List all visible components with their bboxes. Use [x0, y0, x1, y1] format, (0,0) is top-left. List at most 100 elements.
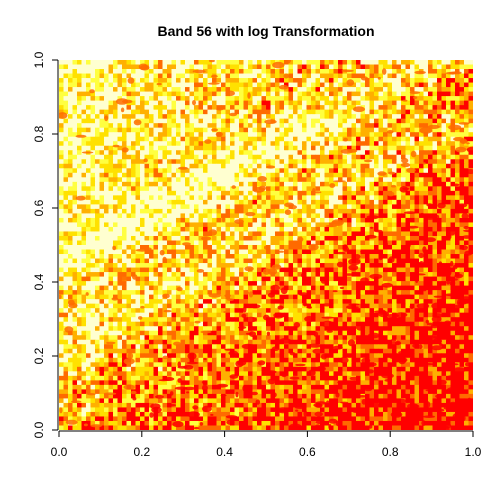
heatmap-cell — [347, 123, 352, 129]
heatmap-cell — [360, 163, 366, 169]
heatmap-cell — [167, 73, 172, 79]
heatmap-cell — [428, 87, 433, 92]
heatmap-cell — [333, 132, 339, 138]
heatmap-cell — [221, 132, 226, 138]
heatmap-cell — [311, 163, 316, 169]
heatmap-cell — [360, 222, 366, 228]
heatmap-cell — [153, 154, 159, 160]
heatmap-cell — [104, 64, 109, 70]
heatmap-cell — [77, 82, 82, 88]
heatmap-cell — [329, 132, 334, 138]
heatmap-cell — [198, 272, 204, 277]
heatmap-cell — [387, 231, 393, 237]
heatmap-cell — [162, 127, 168, 133]
heatmap-cell — [288, 127, 294, 133]
heatmap-cell — [171, 303, 177, 309]
heatmap-cell — [243, 272, 249, 277]
heatmap-cell — [239, 105, 244, 111]
heatmap-cell — [149, 217, 154, 223]
heatmap-cell — [216, 150, 222, 156]
heatmap-cell — [450, 132, 456, 138]
heatmap-cell — [113, 145, 118, 151]
heatmap-cell — [243, 109, 249, 115]
heatmap-cell — [176, 91, 181, 97]
heatmap-cell — [455, 231, 460, 237]
heatmap-cell — [275, 136, 280, 142]
heatmap-cell — [185, 276, 190, 282]
heatmap-cell — [293, 127, 298, 133]
heatmap-cell — [284, 163, 289, 169]
heatmap-cell — [360, 299, 366, 305]
heatmap-cell — [284, 168, 289, 174]
heatmap-cell — [212, 136, 217, 142]
heatmap-cell — [194, 132, 199, 138]
heatmap-cell — [108, 208, 114, 214]
heatmap-cell — [113, 213, 118, 219]
heatmap-cell — [410, 294, 415, 300]
heatmap-cell — [275, 249, 280, 255]
heatmap-cell — [117, 267, 123, 273]
heatmap-cell — [437, 208, 442, 214]
heatmap-cell — [432, 73, 438, 79]
heatmap-cell — [144, 73, 150, 79]
heatmap-cell — [324, 213, 330, 219]
heatmap-cell — [261, 199, 267, 205]
heatmap-cell — [162, 73, 168, 79]
heatmap-cell — [338, 258, 343, 264]
heatmap-cell — [414, 87, 420, 92]
heatmap-cell — [99, 245, 105, 250]
heatmap-cell — [86, 127, 91, 133]
heatmap-cell — [446, 132, 451, 138]
heatmap-cell — [342, 222, 348, 228]
heatmap-cell — [176, 141, 181, 147]
heatmap-cell — [284, 123, 289, 129]
heatmap-cell — [144, 105, 150, 111]
heatmap-cell — [459, 258, 465, 264]
heatmap-cell — [333, 272, 339, 277]
heatmap-cell — [90, 78, 96, 83]
heatmap-cell — [279, 141, 285, 147]
heatmap-cell — [374, 267, 379, 273]
heatmap-cell — [293, 168, 298, 174]
heatmap-cell — [347, 208, 352, 214]
heatmap-cell — [392, 100, 397, 106]
heatmap-cell — [261, 114, 267, 120]
heatmap-cell — [446, 181, 451, 187]
heatmap-cell — [257, 272, 262, 277]
heatmap-cell — [297, 172, 303, 178]
heatmap-cell — [288, 281, 294, 287]
heatmap-cell — [284, 96, 289, 102]
heatmap-cell — [194, 60, 199, 65]
heatmap-cell — [419, 82, 424, 88]
heatmap-cell — [63, 254, 69, 259]
heatmap-cell — [302, 276, 307, 282]
heatmap-cell — [261, 64, 267, 70]
heatmap-cell — [68, 181, 73, 187]
heatmap-cell — [464, 69, 469, 74]
heatmap-cell — [396, 226, 402, 232]
heatmap-cell — [468, 150, 473, 156]
heatmap-cell — [230, 240, 235, 246]
heatmap-cell — [122, 226, 127, 232]
heatmap-cell — [198, 132, 204, 138]
heatmap-cell — [374, 290, 379, 296]
heatmap-cell — [72, 163, 78, 169]
heatmap-cell — [468, 217, 473, 223]
heatmap-cell — [374, 190, 379, 196]
heatmap-cell — [63, 285, 69, 291]
heatmap-cell — [113, 299, 118, 305]
heatmap-cell — [306, 231, 312, 237]
heatmap-cell — [239, 272, 244, 277]
heatmap-cell — [374, 69, 379, 74]
heatmap-cell — [171, 154, 177, 160]
heatmap-cell — [63, 91, 69, 97]
heatmap-cell — [432, 132, 438, 138]
heatmap-cell — [248, 258, 253, 264]
heatmap-cell — [189, 254, 195, 259]
heatmap-cell — [252, 141, 258, 147]
heatmap-cell — [95, 91, 100, 97]
heatmap-cell — [90, 213, 96, 219]
heatmap-cell — [468, 199, 473, 205]
heatmap-cell — [428, 141, 433, 147]
heatmap-cell — [275, 150, 280, 156]
